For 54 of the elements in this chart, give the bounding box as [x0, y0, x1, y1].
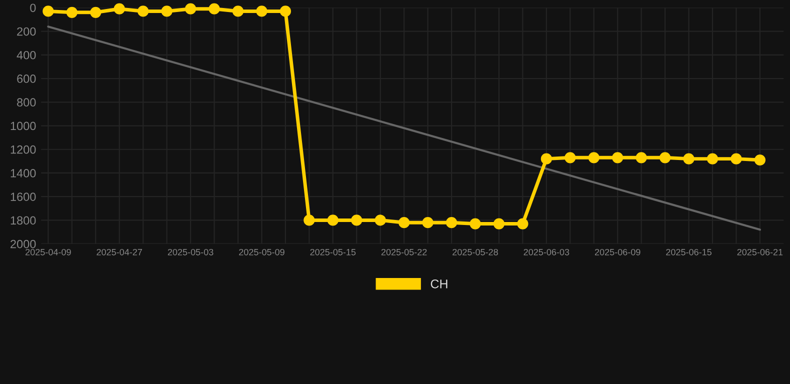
x-tick-label: 2025-05-09	[239, 248, 284, 256]
point	[730, 153, 742, 164]
x-tick-label: 2025-04-09	[26, 248, 71, 256]
point	[42, 6, 54, 17]
x-tick-label: 2025-05-28	[452, 248, 498, 256]
point	[493, 218, 505, 230]
point	[612, 152, 624, 164]
x-tick-label: 2025-05-03	[168, 248, 214, 256]
x-tick-label: 2025-06-21	[737, 248, 783, 256]
point	[588, 152, 600, 164]
point	[208, 3, 220, 14]
point	[517, 218, 528, 230]
x-tick-label: 2025-05-22	[381, 248, 427, 256]
point	[232, 6, 244, 17]
x-tick-label: 2025-04-27	[96, 248, 142, 256]
point	[683, 153, 694, 164]
point	[754, 154, 766, 166]
y-tick-label: 1400	[10, 169, 36, 178]
point	[636, 152, 647, 164]
x-tick-label: 2025-05-15	[310, 248, 356, 256]
point	[422, 217, 434, 228]
y-tick-label: 1600	[10, 192, 36, 201]
point	[706, 153, 718, 164]
y-tick-label: 600	[17, 74, 36, 83]
y-tick-label: 1200	[10, 145, 36, 154]
point	[327, 214, 338, 226]
point	[398, 217, 410, 228]
point	[280, 6, 292, 17]
y-tick-label: 0	[30, 4, 36, 12]
y-tick-label: 200	[17, 27, 36, 36]
point	[470, 218, 481, 230]
point	[90, 6, 102, 18]
point	[351, 214, 362, 226]
y-tick-label: 400	[16, 50, 36, 60]
point	[564, 152, 576, 164]
point	[66, 6, 78, 18]
x-tick-label: 2025-06-15	[666, 248, 712, 256]
point	[114, 3, 125, 14]
legend-label: CH	[430, 279, 448, 288]
y-tick-label: 2000	[10, 240, 36, 248]
point	[304, 214, 315, 226]
y-tick-label: 1000	[10, 122, 36, 130]
point	[660, 152, 671, 164]
x-tick-label: 2025-06-09	[594, 248, 640, 256]
point	[256, 6, 268, 17]
y-tick-label: 1800	[10, 216, 36, 225]
point	[184, 3, 196, 14]
point	[138, 6, 149, 17]
point	[374, 214, 386, 226]
point	[540, 153, 552, 164]
y-tick-label: 800	[17, 98, 36, 107]
point	[446, 217, 458, 228]
x-tick-label: 2025-06-03	[524, 248, 570, 256]
point	[161, 6, 172, 17]
